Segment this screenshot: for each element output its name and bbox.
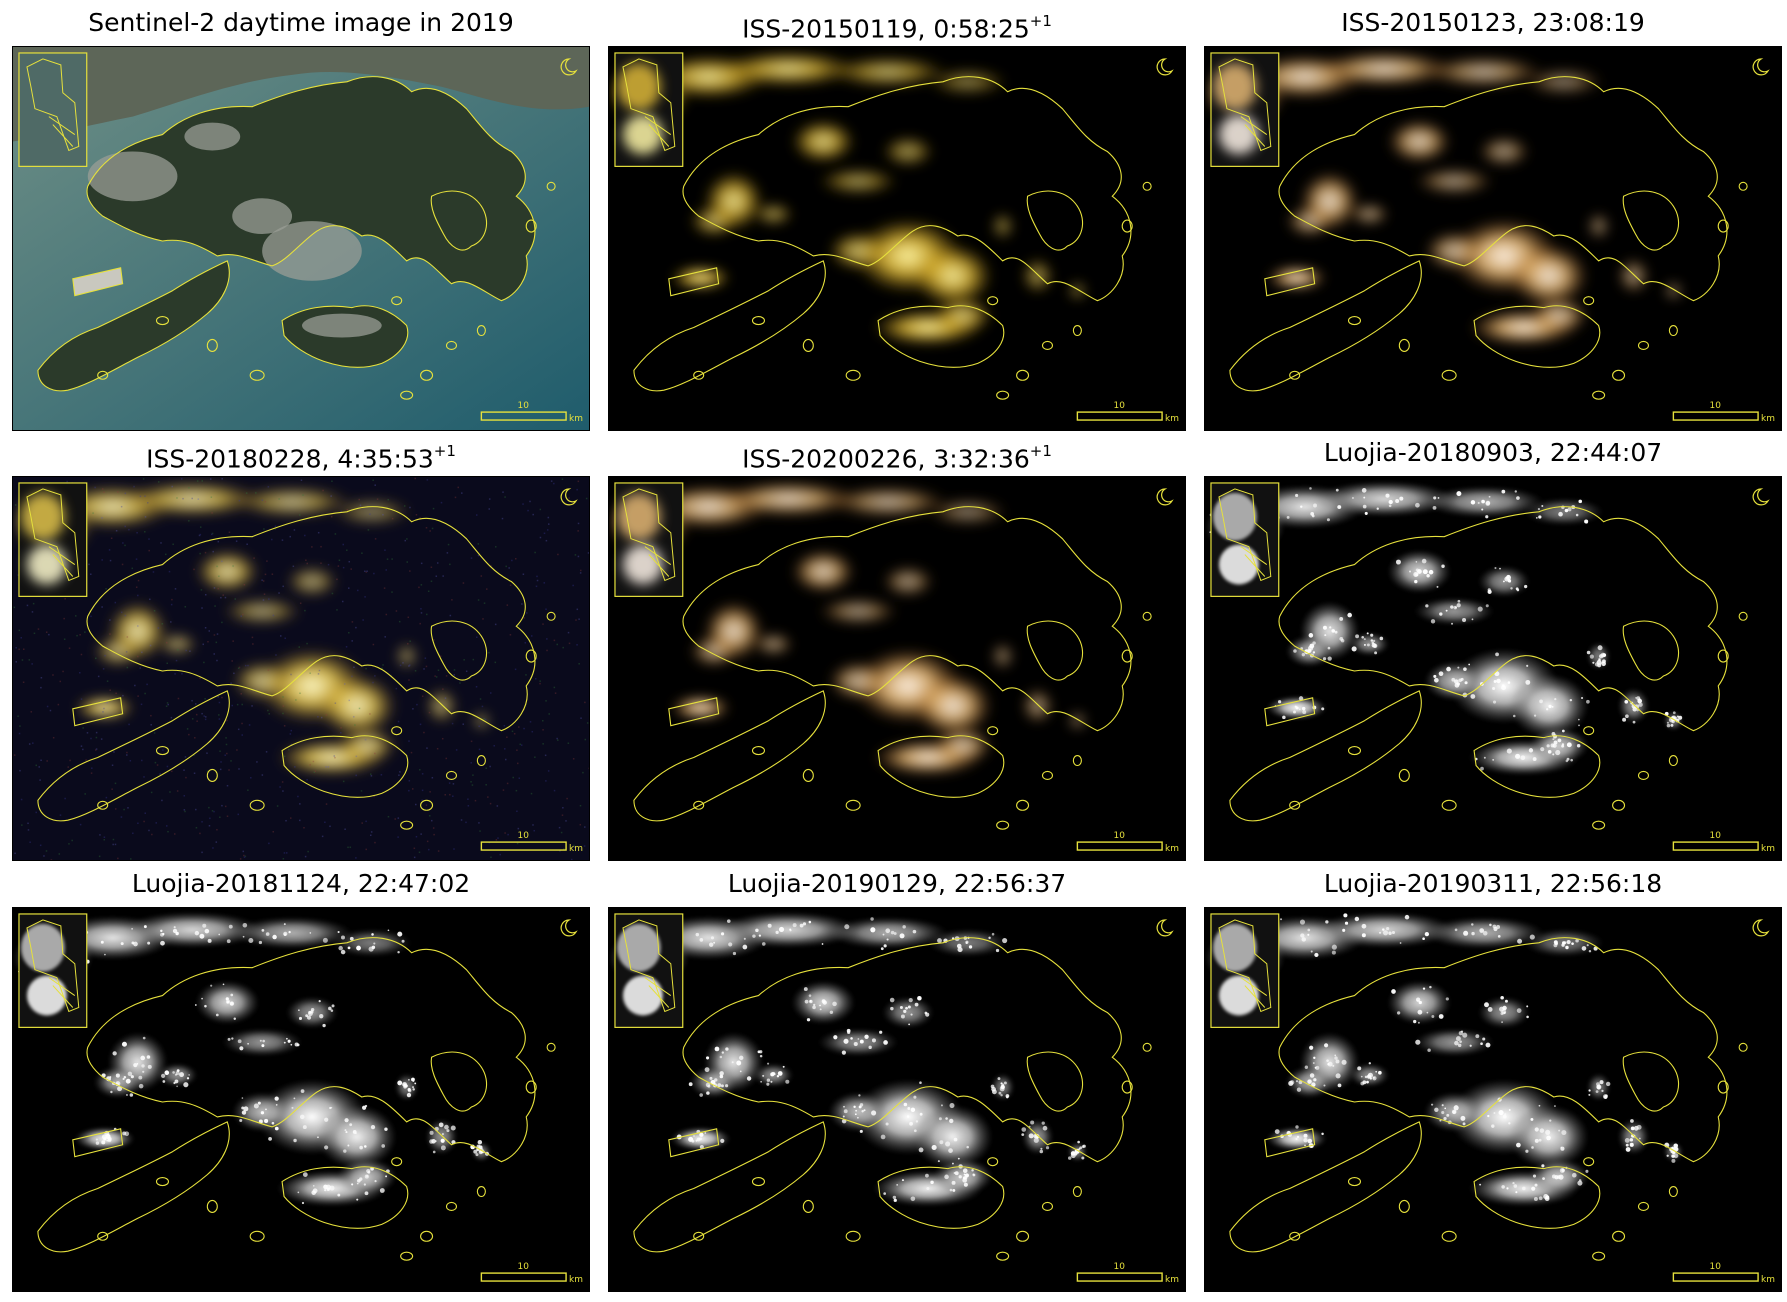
panel-title-superscript: +1 [434, 442, 456, 460]
panel-title-superscript: +1 [1030, 442, 1052, 460]
inset-map [19, 53, 87, 166]
satellite-image: 10 km [608, 907, 1186, 1292]
inset-map [1211, 914, 1279, 1027]
panel-title-text: Luojia-20190311, 22:56:18 [1324, 869, 1662, 898]
panel-title: Luojia-20190129, 22:56:37 [608, 865, 1186, 903]
map-render: 10 km [13, 47, 589, 430]
scale-bar-value: 10 [518, 831, 530, 841]
scale-bar-unit: km [1165, 844, 1179, 854]
satellite-image: 10 km [1204, 907, 1782, 1292]
map-render: 10 km [609, 477, 1185, 860]
panel-title-text: ISS-20150123, 23:08:19 [1341, 8, 1645, 37]
panel-title: Luojia-20190311, 22:56:18 [1204, 865, 1782, 903]
satellite-image: 10 km [608, 46, 1186, 431]
scale-bar-value: 10 [1710, 831, 1722, 841]
satellite-image: 10 km [12, 46, 590, 431]
map-render: 10 km [609, 47, 1185, 430]
scale-bar-value: 10 [518, 401, 530, 411]
scale-bar-unit: km [1165, 414, 1179, 424]
panel-title-text: ISS-20200226, 3:32:36 [742, 444, 1030, 473]
inset-map [19, 914, 87, 1027]
satellite-image: 10 km [1204, 476, 1782, 861]
panel-title-text: Luojia-20180903, 22:44:07 [1324, 438, 1662, 467]
panel-title-text: Luojia-20181124, 22:47:02 [132, 869, 470, 898]
map-render: 10 km [1205, 908, 1781, 1291]
scale-bar-value: 10 [1710, 1262, 1722, 1272]
panel-title-text: ISS-20180228, 4:35:53 [146, 444, 434, 473]
panel-title: Luojia-20181124, 22:47:02 [12, 865, 590, 903]
panel-title: Luojia-20180903, 22:44:07 [1204, 434, 1782, 472]
panel-title: Sentinel-2 daytime image in 2019 [12, 4, 590, 42]
scale-bar-value: 10 [518, 1262, 530, 1272]
map-render: 10 km [1205, 47, 1781, 430]
inset-map [615, 483, 683, 596]
scale-bar-unit: km [569, 844, 583, 854]
panel-title-superscript: +1 [1030, 12, 1052, 30]
scale-bar-value: 10 [1710, 401, 1722, 411]
satellite-image: 10 km [12, 476, 590, 861]
map-render: 10 km [13, 908, 589, 1291]
panel-title: ISS-20200226, 3:32:36+1 [608, 434, 1186, 472]
satellite-image: 10 km [12, 907, 590, 1292]
map-render: 10 km [609, 908, 1185, 1291]
scale-bar-unit: km [1761, 414, 1775, 424]
scale-bar-unit: km [1165, 1275, 1179, 1285]
inset-map [1211, 483, 1279, 596]
inset-map [615, 53, 683, 166]
panel-title-text: Sentinel-2 daytime image in 2019 [88, 8, 513, 37]
scale-bar-value: 10 [1114, 831, 1126, 841]
scale-bar-value: 10 [1114, 401, 1126, 411]
scale-bar-unit: km [1761, 1275, 1775, 1285]
map-render: 10 km [1205, 477, 1781, 860]
inset-map [615, 914, 683, 1027]
inset-map [1211, 53, 1279, 166]
panel-title: ISS-20150123, 23:08:19 [1204, 4, 1782, 42]
satellite-image: 10 km [608, 476, 1186, 861]
map-render: 10 km [13, 477, 589, 860]
panel-title: ISS-20180228, 4:35:53+1 [12, 434, 590, 472]
inset-map [19, 483, 87, 596]
scale-bar-value: 10 [1114, 1262, 1126, 1272]
scale-bar-unit: km [569, 414, 583, 424]
panel-title-text: ISS-20150119, 0:58:25 [742, 14, 1030, 43]
satellite-image: 10 km [1204, 46, 1782, 431]
panel-title-text: Luojia-20190129, 22:56:37 [728, 869, 1066, 898]
scale-bar-unit: km [569, 1275, 583, 1285]
scale-bar-unit: km [1761, 844, 1775, 854]
panel-title: ISS-20150119, 0:58:25+1 [608, 4, 1186, 42]
